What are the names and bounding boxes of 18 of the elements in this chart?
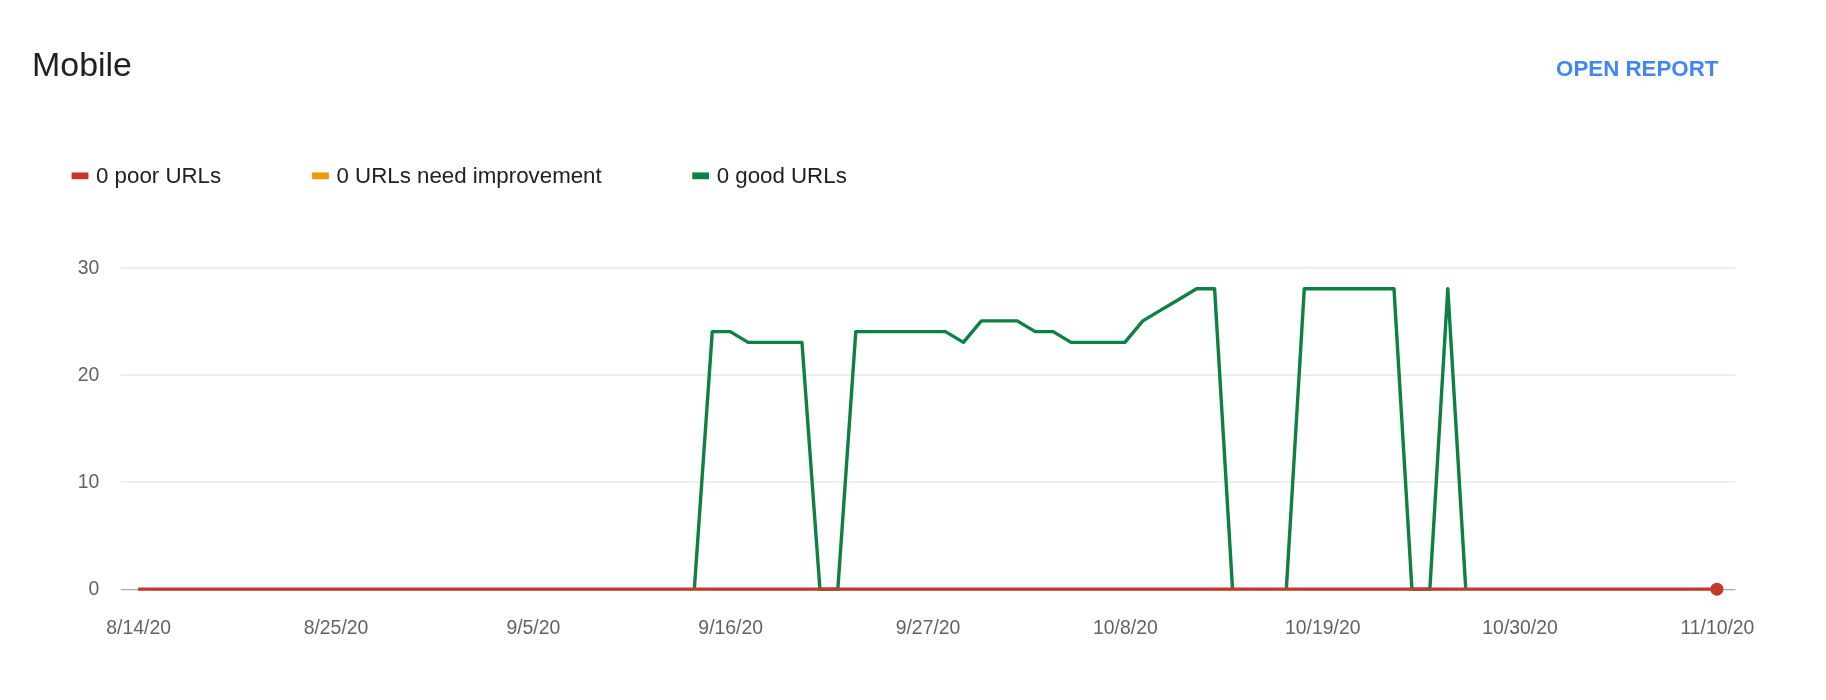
x-tick-label: 9/5/20 <box>506 616 561 639</box>
x-tick-label: 11/10/20 <box>1680 616 1755 639</box>
legend-label: 0 URLs need improvement <box>336 162 603 188</box>
x-tick-label: 10/30/20 <box>1482 616 1558 639</box>
legend-label: 0 good URLs <box>716 162 847 188</box>
x-tick-label: 9/16/20 <box>698 616 764 639</box>
text: OPEN REPORT <box>1556 56 1719 82</box>
chart-title: Mobile <box>32 45 132 84</box>
x-tick-label: 8/14/20 <box>106 616 172 639</box>
x-tick-label: 10/19/20 <box>1285 616 1361 639</box>
y-tick-label: 10 <box>77 470 100 493</box>
y-tick-label: 20 <box>77 362 100 385</box>
x-tick-label: 10/8/20 <box>1093 616 1158 639</box>
y-tick-label: 0 <box>88 577 100 600</box>
legend-label: 0 poor URLs <box>96 162 222 188</box>
x-tick-label: 8/25/20 <box>303 616 369 639</box>
y-tick-label: 30 <box>77 255 100 278</box>
x-tick-label: 9/27/20 <box>895 616 961 639</box>
